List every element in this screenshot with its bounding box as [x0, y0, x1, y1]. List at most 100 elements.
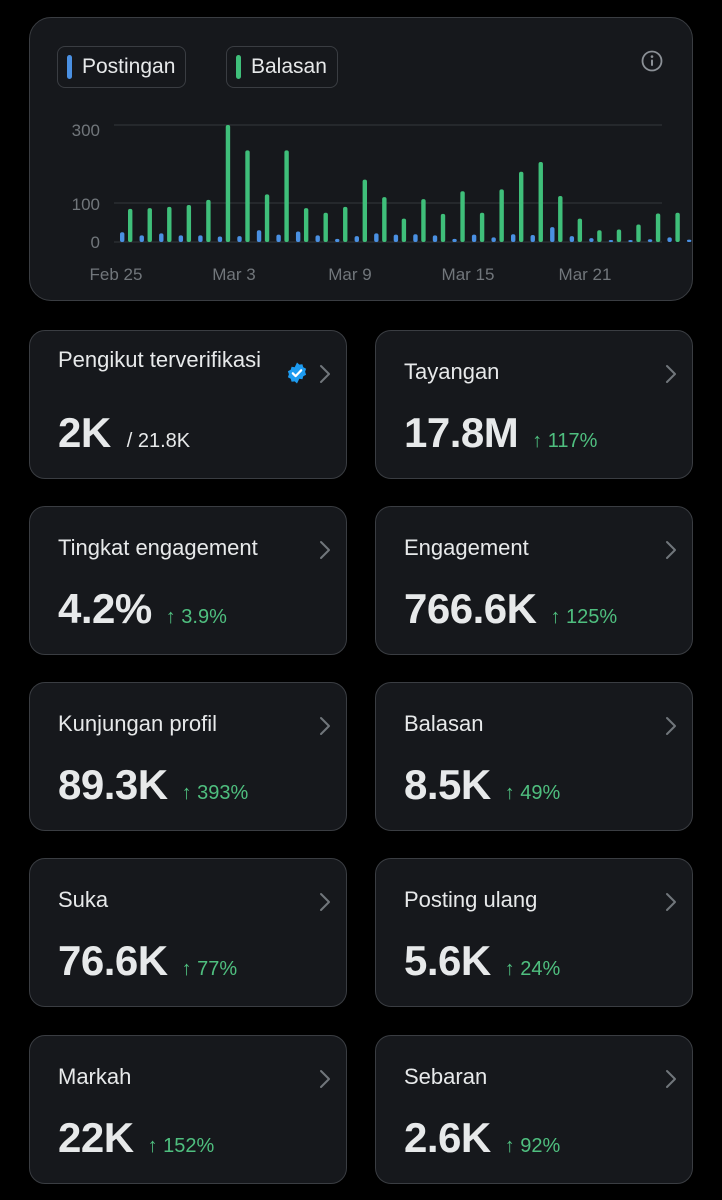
balasan-bar	[284, 150, 289, 242]
balasan-bar	[616, 229, 622, 242]
card-change: ↑ 117%	[532, 430, 598, 452]
card-value-row: 89.3K ↑ 393%	[58, 761, 248, 809]
legend-balasan-label: Balasan	[251, 55, 327, 78]
card-label: Tayangan	[404, 359, 500, 384]
balasan-bar	[499, 189, 504, 242]
balasan-bar	[167, 206, 172, 242]
chevron-right-icon	[666, 717, 676, 735]
card-sebaran[interactable]: Sebaran 2.6K ↑ 92%	[375, 1035, 693, 1184]
chevron-right-icon	[320, 893, 330, 911]
card-balasan[interactable]: Balasan 8.5K ↑ 49%	[375, 682, 693, 831]
balasan-bar	[128, 208, 133, 242]
card-label: Markah	[58, 1064, 132, 1089]
balasan-bar	[655, 213, 661, 242]
card-total: / 21.8K	[126, 430, 191, 452]
card-label: Sebaran	[404, 1064, 488, 1089]
card-value-row: 2.6K ↑ 92%	[404, 1114, 560, 1162]
card-value: 766.6K	[404, 585, 537, 632]
balasan-bar	[225, 125, 231, 242]
balasan-swatch	[236, 55, 241, 79]
card-kunjungan-profil[interactable]: Kunjungan profil 89.3K ↑ 393%	[29, 682, 347, 831]
postingan-bar	[511, 234, 516, 242]
chevron-right-icon	[666, 541, 676, 559]
card-change: ↑ 393%	[181, 782, 249, 804]
card-change: ↑ 24%	[504, 958, 561, 980]
postingan-bar	[647, 239, 653, 242]
postingan-bar	[491, 237, 496, 242]
postingan-swatch	[67, 55, 72, 79]
card-value: 4.2%	[58, 585, 152, 632]
chevron-right-icon	[666, 893, 676, 911]
card-change: ↑ 152%	[147, 1135, 215, 1157]
x-tick-label: Mar 15	[442, 265, 495, 284]
card-value-row: 22K ↑ 152%	[58, 1114, 214, 1162]
balasan-bar	[382, 197, 387, 242]
chevron-right-icon	[666, 365, 676, 383]
balasan-bar	[519, 171, 524, 242]
card-change: ↑ 3.9%	[165, 606, 227, 628]
postingan-bar	[198, 235, 203, 242]
balasan-bar	[323, 212, 328, 242]
balasan-bar	[636, 224, 641, 242]
legend-balasan[interactable]: Balasan	[226, 46, 338, 88]
postingan-bar	[159, 233, 164, 242]
y-tick-label: 100	[72, 195, 100, 214]
card-label: Kunjungan profil	[58, 711, 218, 736]
card-value-row: 8.5K ↑ 49%	[404, 761, 560, 809]
card-value: 76.6K	[58, 937, 168, 984]
x-tick-label: Feb 25	[90, 265, 143, 284]
postingan-bar	[139, 235, 144, 242]
card-posting-ulang[interactable]: Posting ulang 5.6K ↑ 24%	[375, 858, 693, 1007]
postingan-bar	[471, 234, 477, 242]
postingan-bar	[393, 234, 399, 242]
postingan-bar	[667, 237, 672, 242]
balasan-bar	[558, 195, 563, 242]
card-value-row: 4.2% ↑ 3.9%	[58, 585, 227, 633]
card-label: Engagement	[404, 535, 529, 560]
card-tayangan[interactable]: Tayangan 17.8M ↑ 117%	[375, 330, 693, 479]
postingan-bar	[295, 231, 301, 242]
card-label: Tingkat engagement	[58, 535, 258, 560]
postingan-bar	[628, 240, 633, 242]
balasan-bar	[597, 230, 602, 242]
card-value: 2.6K	[404, 1114, 491, 1161]
balasan-bar	[401, 218, 407, 242]
postingan-bar	[452, 238, 457, 242]
postingan-bar	[413, 234, 418, 242]
card-label: Balasan	[404, 711, 484, 736]
chevron-right-icon	[320, 541, 330, 559]
balasan-bar	[460, 191, 465, 242]
card-engagement[interactable]: Engagement 766.6K ↑ 125%	[375, 506, 693, 655]
postingan-bar	[608, 240, 614, 242]
activity-chart-card: Postingan Balasan 300 100 0 Feb 25 Mar 3…	[29, 17, 693, 301]
card-value: 8.5K	[404, 761, 491, 808]
postingan-bar	[237, 236, 242, 242]
card-label: Pengikut terverifikasi	[58, 347, 261, 372]
legend-postingan-label: Postingan	[82, 55, 176, 78]
legend-postingan[interactable]: Postingan	[57, 46, 187, 88]
balasan-bar	[186, 204, 192, 242]
postingan-bar	[354, 236, 359, 242]
y-tick-label: 0	[91, 233, 100, 252]
info-icon[interactable]	[640, 49, 664, 73]
postingan-bar	[589, 238, 594, 242]
postingan-bar	[120, 232, 125, 242]
balasan-bar	[479, 212, 485, 242]
card-tingkat-engagement[interactable]: Tingkat engagement 4.2% ↑ 3.9%	[29, 506, 347, 655]
card-markah[interactable]: Markah 22K ↑ 152%	[29, 1035, 347, 1184]
card-value-row: 766.6K ↑ 125%	[404, 585, 617, 633]
postingan-bar	[686, 239, 692, 242]
card-value: 5.6K	[404, 937, 491, 984]
balasan-bar	[147, 208, 152, 242]
balasan-bar	[362, 179, 367, 242]
x-tick-label: Mar 9	[328, 265, 371, 284]
y-tick-label: 300	[72, 121, 100, 140]
card-label: Posting ulang	[404, 887, 538, 912]
card-value: 89.3K	[58, 761, 168, 808]
card-value: 17.8M	[404, 409, 519, 456]
card-suka[interactable]: Suka 76.6K ↑ 77%	[29, 858, 347, 1007]
x-tick-label: Mar 3	[212, 265, 255, 284]
postingan-bar	[530, 234, 535, 242]
card-pengikut-terverifikasi[interactable]: Pengikut terverifikasi 2K / 21.8K	[29, 330, 347, 479]
card-label: Suka	[58, 887, 109, 912]
